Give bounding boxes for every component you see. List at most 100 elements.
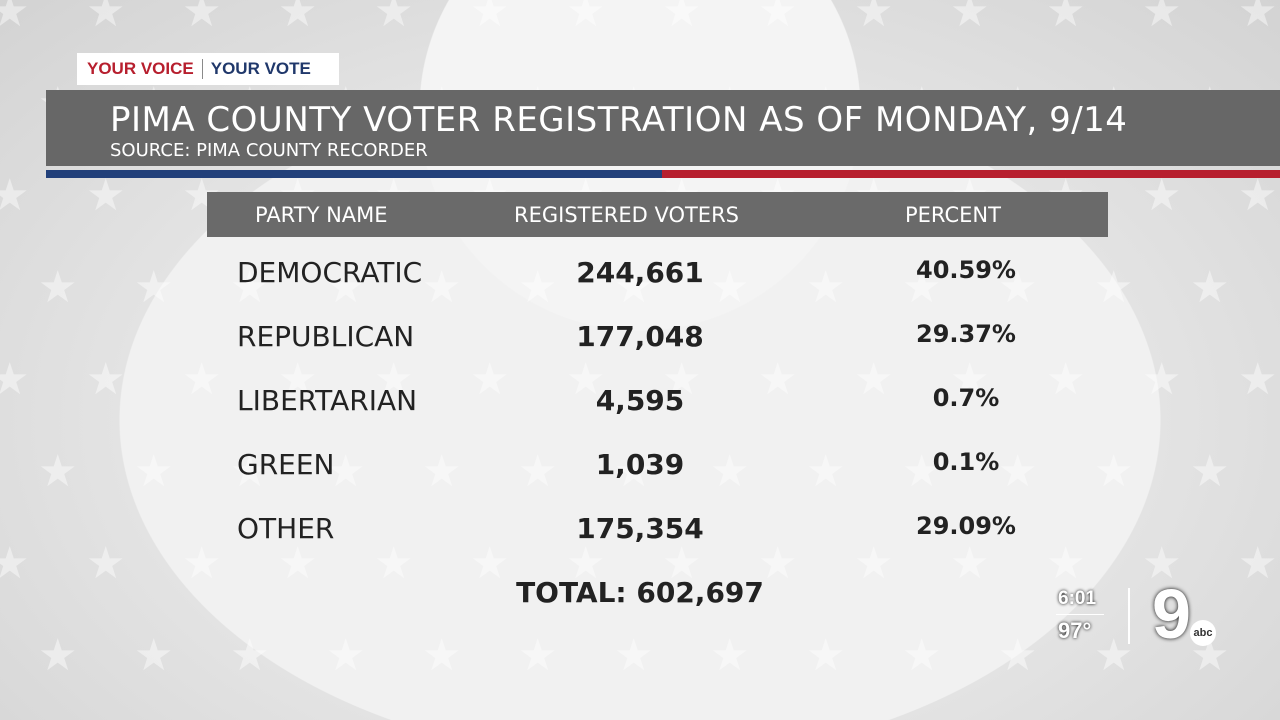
- star-icon: ★: [470, 354, 510, 405]
- channel-9-logo-icon: 9: [1152, 575, 1191, 653]
- registered-voters: 1,039: [595, 448, 685, 481]
- star-icon: ★: [1142, 170, 1182, 221]
- star-icon: ★: [1142, 354, 1182, 405]
- table-row: GREEN 1,039 0.1%: [0, 448, 1280, 498]
- station-bug: 6:01 97° 9 abc: [1056, 575, 1226, 654]
- star-icon: ★: [1238, 170, 1278, 221]
- star-icon: ★: [134, 262, 174, 313]
- star-icon: ★: [806, 446, 846, 497]
- header-percent: PERCENT: [905, 203, 1001, 227]
- star-icon: ★: [374, 538, 414, 589]
- party-name: OTHER: [237, 512, 335, 545]
- star-icon: ★: [422, 446, 462, 497]
- star-icon: ★: [0, 0, 30, 37]
- star-icon: ★: [38, 446, 78, 497]
- star-icon: ★: [662, 538, 702, 589]
- star-icon: ★: [1046, 538, 1086, 589]
- star-icon: ★: [566, 354, 606, 405]
- star-icon: ★: [134, 630, 174, 681]
- page-title: PIMA COUNTY VOTER REGISTRATION AS OF MON…: [110, 100, 1128, 140]
- star-icon: ★: [230, 262, 270, 313]
- star-icon: ★: [710, 630, 750, 681]
- star-icon: ★: [902, 630, 942, 681]
- star-icon: ★: [278, 354, 318, 405]
- star-icon: ★: [0, 354, 30, 405]
- star-icon: ★: [758, 538, 798, 589]
- star-icon: ★: [518, 262, 558, 313]
- star-icon: ★: [230, 446, 270, 497]
- party-name: DEMOCRATIC: [237, 256, 423, 289]
- table-row: DEMOCRATIC 244,661 40.59%: [0, 256, 1280, 306]
- star-icon: ★: [662, 354, 702, 405]
- star-icon: ★: [1094, 446, 1134, 497]
- source-line: SOURCE: PIMA COUNTY RECORDER: [110, 140, 428, 161]
- star-icon: ★: [710, 262, 750, 313]
- star-icon: ★: [326, 446, 366, 497]
- star-icon: ★: [326, 262, 366, 313]
- star-icon: ★: [1238, 0, 1278, 37]
- star-icon: ★: [950, 0, 990, 37]
- star-icon: ★: [1094, 630, 1134, 681]
- percent: 0.7%: [932, 384, 1000, 412]
- star-icon: ★: [758, 0, 798, 37]
- star-icon: ★: [1046, 0, 1086, 37]
- star-icon: ★: [854, 0, 894, 37]
- star-icon: ★: [182, 0, 222, 37]
- star-icon: ★: [902, 446, 942, 497]
- star-icon: ★: [662, 0, 702, 37]
- star-icon: ★: [0, 538, 30, 589]
- bug-divider-vertical: [1128, 588, 1130, 644]
- party-name: GREEN: [237, 448, 335, 481]
- star-icon: ★: [518, 630, 558, 681]
- abc-network-icon: abc: [1190, 620, 1216, 646]
- registered-voters: 175,354: [576, 512, 704, 545]
- star-icon: ★: [86, 170, 126, 221]
- tag-divider: [201, 59, 203, 79]
- star-icon: ★: [470, 0, 510, 37]
- tag-your-vote: YOUR VOTE: [210, 59, 311, 78]
- table-row: OTHER 175,354 29.09%: [0, 512, 1280, 562]
- party-name: LIBERTARIAN: [237, 384, 418, 417]
- star-icon: ★: [374, 354, 414, 405]
- star-icon: ★: [614, 630, 654, 681]
- star-icon: ★: [950, 354, 990, 405]
- star-icon: ★: [422, 630, 462, 681]
- star-icon: ★: [854, 538, 894, 589]
- star-icon: ★: [710, 446, 750, 497]
- star-icon: ★: [566, 0, 606, 37]
- star-icon: ★: [230, 630, 270, 681]
- table-header: PARTY NAME REGISTERED VOTERS PERCENT: [207, 192, 1108, 237]
- star-icon: ★: [422, 262, 462, 313]
- star-icon: ★: [1238, 538, 1278, 589]
- star-icon: ★: [1190, 446, 1230, 497]
- percent: 40.59%: [916, 256, 1016, 284]
- percent: 29.09%: [916, 512, 1016, 540]
- total-voters: TOTAL: 602,697: [516, 576, 764, 609]
- star-icon: ★: [86, 0, 126, 37]
- registered-voters: 4,595: [595, 384, 685, 417]
- header-registered-voters: REGISTERED VOTERS: [514, 203, 740, 227]
- star-icon: ★: [806, 262, 846, 313]
- star-icon: ★: [998, 262, 1038, 313]
- registered-voters: 177,048: [576, 320, 704, 353]
- star-icon: ★: [326, 630, 366, 681]
- temperature: 97°: [1058, 618, 1092, 643]
- star-icon: ★: [278, 0, 318, 37]
- star-icon: ★: [854, 354, 894, 405]
- your-voice-your-vote-tag: YOUR VOICE YOUR VOTE: [77, 53, 339, 85]
- star-icon: ★: [806, 630, 846, 681]
- star-icon: ★: [86, 354, 126, 405]
- star-icon: ★: [1046, 354, 1086, 405]
- star-icon: ★: [1190, 262, 1230, 313]
- bug-divider-horizontal: [1056, 614, 1104, 615]
- blue-rule: [46, 170, 662, 178]
- star-icon: ★: [902, 262, 942, 313]
- star-icon: ★: [998, 630, 1038, 681]
- star-icon: ★: [182, 354, 222, 405]
- star-icon: ★: [134, 446, 174, 497]
- star-icon: ★: [0, 170, 30, 221]
- star-icon: ★: [374, 0, 414, 37]
- star-icon: ★: [1142, 538, 1182, 589]
- star-icon: ★: [518, 446, 558, 497]
